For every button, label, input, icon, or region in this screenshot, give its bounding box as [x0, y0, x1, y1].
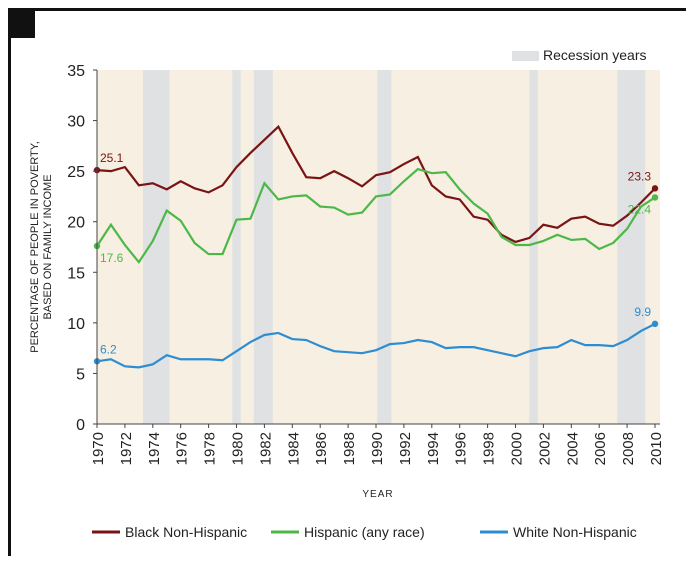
value-label: 6.2 — [100, 342, 117, 356]
legend-label: Hispanic (any race) — [304, 524, 425, 540]
recession-band — [232, 70, 241, 424]
x-tick-label: 2008 — [620, 432, 637, 465]
x-tick-label: 2004 — [564, 432, 581, 465]
x-tick-label: 1990 — [369, 432, 386, 465]
x-axis-label: YEAR — [362, 489, 393, 500]
x-tick-label: 2010 — [648, 432, 665, 465]
value-label: 25.1 — [100, 151, 124, 165]
y-axis-label: BASED ON FAMILY INCOME — [42, 174, 54, 319]
recession-band — [617, 70, 646, 424]
x-tick-label: 1998 — [481, 432, 498, 465]
y-axis-label: PERCENTAGE OF PEOPLE IN POVERTY, — [29, 141, 41, 353]
y-tick-label: 20 — [67, 215, 85, 232]
recession-band — [143, 70, 170, 424]
x-tick-label: 1992 — [397, 432, 414, 465]
y-tick-label: 0 — [76, 417, 85, 434]
x-tick-label: 1988 — [341, 432, 358, 465]
frame-top — [8, 8, 686, 11]
y-tick-label: 30 — [67, 114, 85, 131]
y-tick-label: 10 — [67, 316, 85, 333]
series-line — [96, 124, 656, 244]
endpoint-dot — [651, 320, 659, 328]
y-tick-label: 35 — [67, 63, 85, 80]
x-tick-label: 1982 — [257, 432, 274, 465]
recession-band — [529, 70, 538, 424]
legend-label: White Non-Hispanic — [513, 524, 637, 540]
recession-band — [253, 70, 273, 424]
x-tick-label: 2006 — [592, 432, 609, 465]
value-label: 9.9 — [634, 305, 651, 319]
x-tick-label: 1978 — [202, 432, 219, 465]
value-label: 22.4 — [628, 202, 652, 216]
y-tick-label: 15 — [67, 265, 85, 282]
value-label: 17.6 — [100, 251, 124, 265]
endpoint-dot — [651, 194, 659, 201]
x-tick-label: 1980 — [230, 432, 247, 465]
y-tick-label: 25 — [67, 164, 85, 181]
x-tick-label: 1984 — [285, 432, 302, 465]
recession-legend-label: Recession years — [543, 47, 647, 63]
value-label: 23.3 — [628, 169, 652, 183]
endpoint-dot — [651, 185, 659, 192]
frame-left — [8, 8, 11, 556]
x-tick-label: 1976 — [174, 432, 191, 465]
series-line — [96, 167, 656, 265]
x-tick-label: 1994 — [425, 432, 442, 465]
series-line — [96, 322, 656, 369]
x-tick-label: 1974 — [146, 432, 163, 465]
x-tick-label: 1996 — [453, 432, 470, 465]
recession-band — [377, 70, 392, 424]
y-tick-label: 5 — [76, 366, 85, 383]
x-tick-label: 1972 — [118, 432, 135, 465]
x-tick-label: 1970 — [90, 432, 107, 465]
legend-label: Black Non-Hispanic — [125, 524, 247, 540]
x-tick-label: 2002 — [536, 432, 553, 465]
recession-legend-swatch — [512, 51, 539, 61]
x-tick-label: 2000 — [509, 432, 526, 465]
x-tick-label: 1986 — [313, 432, 330, 465]
frame-corner — [8, 8, 35, 38]
